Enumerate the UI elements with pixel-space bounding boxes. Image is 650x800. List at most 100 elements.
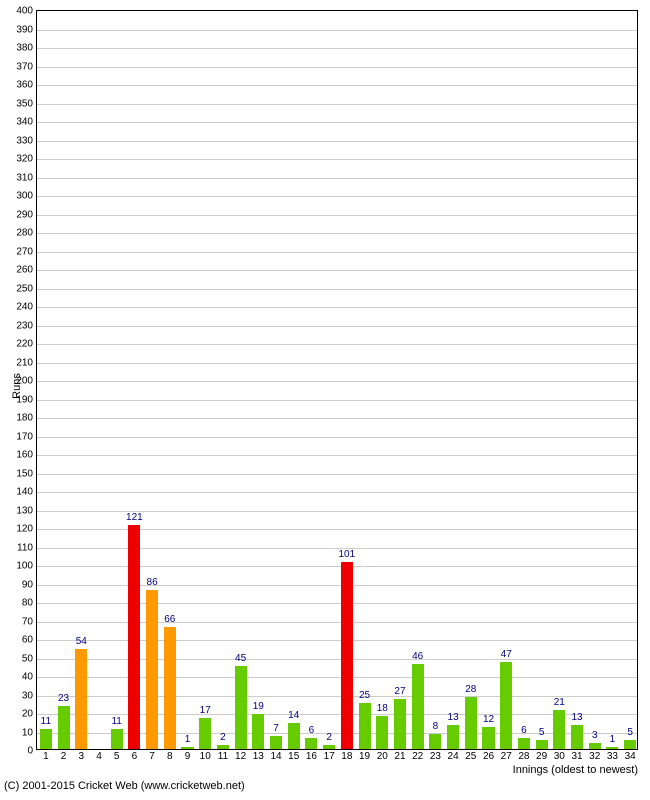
bar bbox=[146, 590, 158, 749]
grid-line bbox=[37, 307, 637, 308]
grid-line bbox=[37, 677, 637, 678]
bar-value-label: 27 bbox=[394, 686, 405, 697]
bar-value-label: 45 bbox=[235, 653, 246, 664]
grid-line bbox=[37, 566, 637, 567]
y-tick-label: 30 bbox=[22, 690, 33, 701]
x-tick-label: 10 bbox=[200, 751, 211, 762]
bar bbox=[305, 738, 317, 749]
grid-line bbox=[37, 492, 637, 493]
runs-by-innings-chart: 0102030405060708090100110120130140150160… bbox=[0, 0, 650, 800]
y-tick-label: 260 bbox=[16, 265, 33, 276]
y-tick-label: 210 bbox=[16, 357, 33, 368]
bar-value-label: 28 bbox=[465, 684, 476, 695]
y-tick-label: 270 bbox=[16, 246, 33, 257]
bar-value-label: 8 bbox=[433, 721, 439, 732]
y-tick-label: 60 bbox=[22, 635, 33, 646]
grid-line bbox=[37, 122, 637, 123]
bar-value-label: 18 bbox=[377, 703, 388, 714]
bar bbox=[341, 562, 353, 749]
bar-value-label: 7 bbox=[273, 723, 279, 734]
bar-value-label: 11 bbox=[111, 716, 121, 727]
y-tick-label: 330 bbox=[16, 135, 33, 146]
y-tick-label: 250 bbox=[16, 283, 33, 294]
x-tick-label: 22 bbox=[412, 751, 423, 762]
bar bbox=[217, 745, 229, 749]
bar-value-label: 23 bbox=[58, 693, 69, 704]
bar-value-label: 13 bbox=[571, 712, 582, 723]
grid-line bbox=[37, 270, 637, 271]
bar bbox=[270, 736, 282, 749]
x-tick-label: 21 bbox=[394, 751, 405, 762]
bar-value-label: 46 bbox=[412, 651, 423, 662]
bar bbox=[553, 710, 565, 749]
grid-line bbox=[37, 714, 637, 715]
grid-line bbox=[37, 196, 637, 197]
bar bbox=[429, 734, 441, 749]
y-tick-label: 130 bbox=[16, 505, 33, 516]
bar-value-label: 6 bbox=[521, 725, 527, 736]
y-tick-label: 80 bbox=[22, 598, 33, 609]
x-tick-label: 12 bbox=[235, 751, 246, 762]
x-tick-label: 13 bbox=[253, 751, 264, 762]
bar bbox=[624, 740, 636, 749]
x-axis-title: Innings (oldest to newest) bbox=[513, 764, 638, 776]
bar-value-label: 25 bbox=[359, 690, 370, 701]
y-tick-label: 230 bbox=[16, 320, 33, 331]
copyright-text: (C) 2001-2015 Cricket Web (www.cricketwe… bbox=[4, 780, 245, 792]
bar-value-label: 86 bbox=[147, 577, 158, 588]
bar bbox=[235, 666, 247, 749]
y-tick-label: 180 bbox=[16, 413, 33, 424]
grid-line bbox=[37, 30, 637, 31]
grid-line bbox=[37, 141, 637, 142]
bar bbox=[288, 723, 300, 749]
bar-value-label: 17 bbox=[200, 705, 211, 716]
y-tick-label: 160 bbox=[16, 450, 33, 461]
bar-value-label: 11 bbox=[41, 716, 51, 727]
y-tick-label: 50 bbox=[22, 653, 33, 664]
x-tick-label: 8 bbox=[167, 751, 173, 762]
x-tick-label: 7 bbox=[149, 751, 155, 762]
bar-value-label: 47 bbox=[501, 649, 512, 660]
grid-line bbox=[37, 233, 637, 234]
grid-line bbox=[37, 548, 637, 549]
bar bbox=[128, 525, 140, 749]
y-tick-label: 380 bbox=[16, 43, 33, 54]
bar bbox=[447, 725, 459, 749]
y-tick-label: 90 bbox=[22, 579, 33, 590]
x-tick-label: 29 bbox=[536, 751, 547, 762]
bar-value-label: 2 bbox=[220, 732, 226, 743]
bar bbox=[376, 716, 388, 749]
x-tick-label: 2 bbox=[61, 751, 67, 762]
bar bbox=[606, 747, 618, 749]
grid-line bbox=[37, 363, 637, 364]
x-tick-label: 4 bbox=[96, 751, 102, 762]
bar bbox=[58, 706, 70, 749]
grid-line bbox=[37, 67, 637, 68]
grid-line bbox=[37, 529, 637, 530]
bar-value-label: 54 bbox=[76, 636, 87, 647]
y-tick-label: 0 bbox=[27, 746, 33, 757]
grid-line bbox=[37, 48, 637, 49]
grid-line bbox=[37, 289, 637, 290]
grid-line bbox=[37, 474, 637, 475]
x-tick-label: 20 bbox=[377, 751, 388, 762]
grid-line bbox=[37, 178, 637, 179]
x-tick-label: 15 bbox=[288, 751, 299, 762]
x-tick-label: 6 bbox=[132, 751, 138, 762]
bar bbox=[359, 703, 371, 749]
x-tick-label: 34 bbox=[625, 751, 636, 762]
x-tick-label: 30 bbox=[554, 751, 565, 762]
grid-line bbox=[37, 585, 637, 586]
grid-line bbox=[37, 640, 637, 641]
bar bbox=[589, 743, 601, 749]
y-tick-label: 350 bbox=[16, 98, 33, 109]
x-tick-label: 24 bbox=[448, 751, 459, 762]
bar-value-label: 2 bbox=[326, 732, 332, 743]
x-tick-label: 33 bbox=[607, 751, 618, 762]
grid-line bbox=[37, 159, 637, 160]
x-tick-label: 19 bbox=[359, 751, 370, 762]
bar bbox=[500, 662, 512, 749]
x-tick-label: 32 bbox=[589, 751, 600, 762]
bar-value-label: 121 bbox=[126, 512, 143, 523]
bar-value-label: 19 bbox=[253, 701, 264, 712]
